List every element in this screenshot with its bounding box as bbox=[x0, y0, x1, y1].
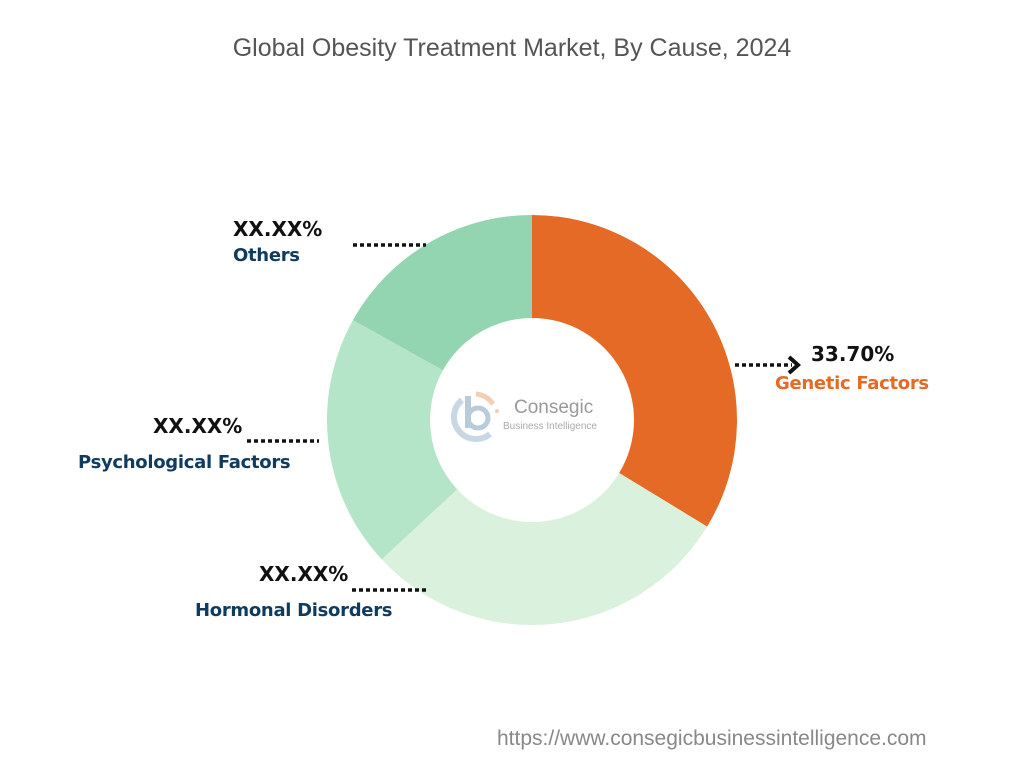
watermark-name: Consegic bbox=[514, 397, 594, 418]
data-label-genetic: 33.70% bbox=[811, 342, 895, 366]
category-label-genetic: Genetic Factors bbox=[775, 373, 929, 394]
watermark-tagline: Business Intelligence bbox=[503, 421, 597, 432]
chart-title: Global Obesity Treatment Market, By Caus… bbox=[232, 34, 792, 62]
category-label-others: Others bbox=[233, 245, 300, 266]
arrow-head-icon bbox=[787, 355, 802, 375]
footer-url[interactable]: https://www.consegicbusinessintelligence… bbox=[497, 727, 927, 750]
slice-genetic-factors bbox=[532, 215, 737, 527]
data-label-others: XX.XX% bbox=[233, 217, 323, 241]
slice-others bbox=[352, 215, 532, 371]
slice-psychological-factors bbox=[327, 320, 458, 560]
data-label-psychological: XX.XX% bbox=[153, 414, 243, 438]
logo-mark bbox=[450, 391, 499, 443]
data-label-hormonal: XX.XX% bbox=[259, 562, 349, 586]
category-label-hormonal: Hormonal Disorders bbox=[195, 600, 393, 621]
category-label-psychological: Psychological Factors bbox=[78, 452, 291, 473]
slice-hormonal-disorders bbox=[381, 473, 708, 625]
